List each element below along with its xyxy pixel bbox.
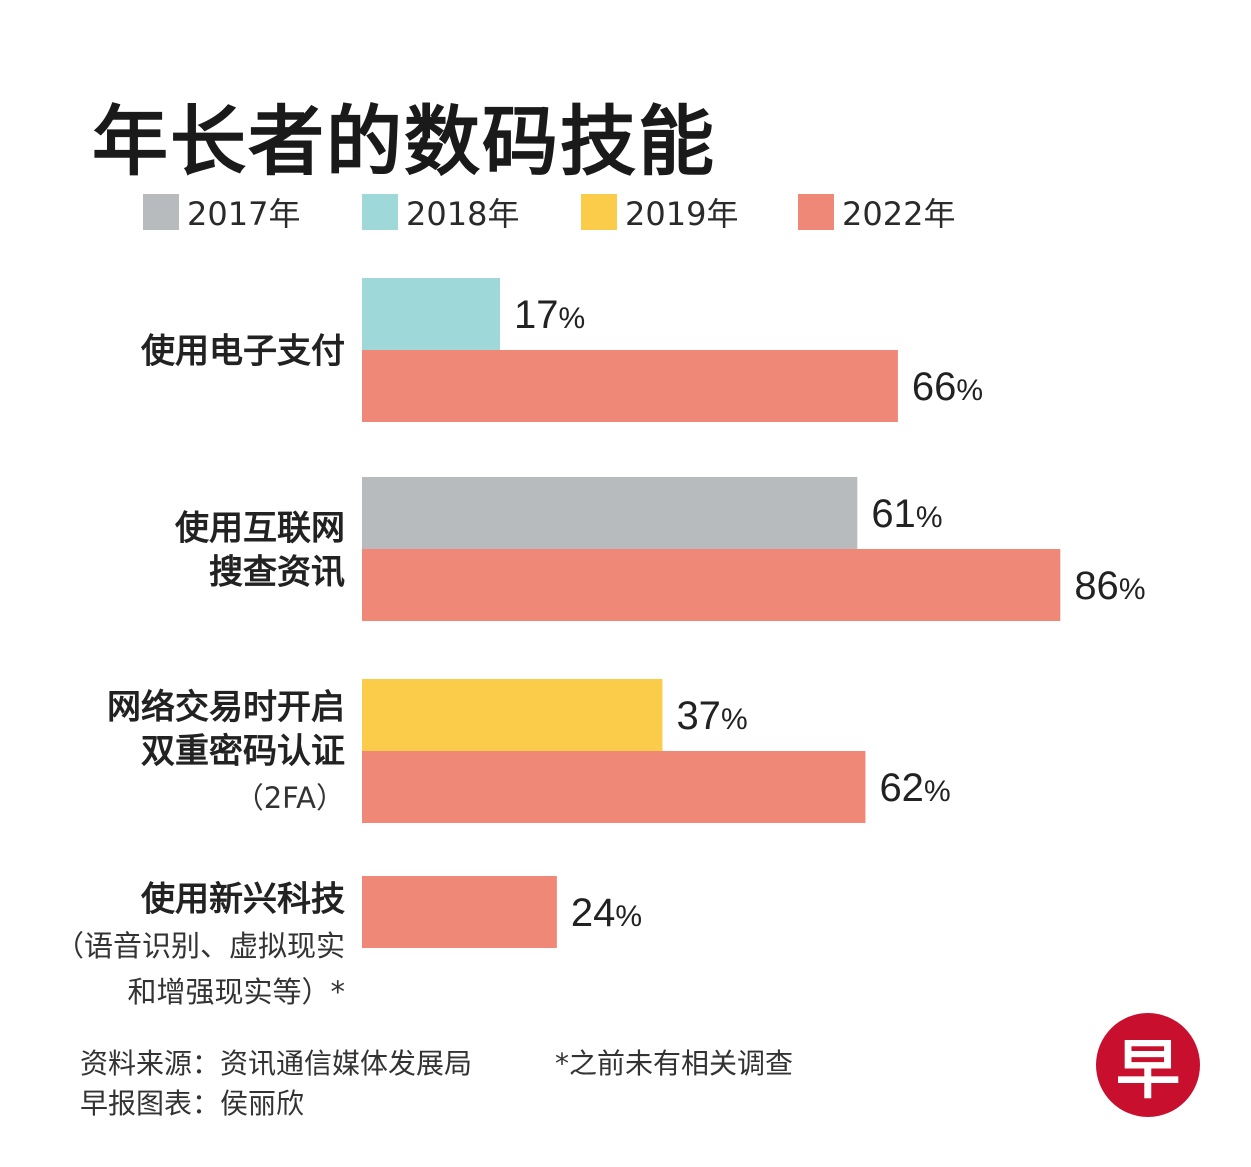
legend-label-2017: 2017年 [187,195,301,233]
value-label: 24% [571,891,642,935]
category-label: 使用新兴科技 [140,879,345,919]
source-text: 资料来源：资讯通信媒体发展局 [80,1047,473,1080]
legend-swatch-2017 [143,194,179,230]
category-label: 搜查资讯 [209,552,345,592]
category-label: 使用互联网 [174,508,345,548]
value-label: 37% [676,694,747,738]
legend-label-2018: 2018年 [406,195,520,233]
category-label: 使用电子支付 [140,331,345,371]
value-label: 86% [1074,564,1145,608]
legend-label-2022: 2022年 [842,195,956,233]
bar-2022 [362,350,898,422]
legend-swatch-2019 [581,194,617,230]
category-note: （2FA） [235,781,345,815]
footer: 资料来源：资讯通信媒体发展局 早报图表：侯丽欣 [80,1044,472,1124]
legend-swatch-2018 [362,194,398,230]
legend: 2017年 2018年 2019年 2022年 [143,192,1043,233]
logo-glyph: 早 [1116,1034,1180,1108]
category-note: （语音识别、虚拟现实 [55,929,345,963]
value-label: 62% [879,766,950,810]
bar-2017 [362,477,858,549]
value-label: 17% [514,293,585,337]
category-note: 和增强现实等）* [127,975,345,1009]
value-label: 66% [912,365,983,409]
zaobao-logo: 早 [1096,1013,1200,1117]
legend-swatch-2022 [798,194,834,230]
bar-2019 [362,679,663,751]
bar-2022 [362,751,866,823]
legend-item-2017: 2017年 [143,192,301,233]
bar-2022 [362,549,1061,621]
footnote: *之前未有相关调查 [555,1047,794,1080]
legend-item-2018: 2018年 [362,192,520,233]
bar-2022 [362,876,557,948]
value-label: 61% [871,492,942,536]
category-label: 双重密码认证 [141,731,345,771]
legend-item-2022: 2022年 [798,192,956,233]
bar-2018 [362,278,501,350]
legend-item-2019: 2019年 [581,192,739,233]
chart-title: 年长者的数码技能 [92,97,716,186]
credit-text: 早报图表：侯丽欣 [80,1087,305,1120]
legend-label-2019: 2019年 [625,195,739,233]
category-label: 网络交易时开启 [107,687,345,727]
